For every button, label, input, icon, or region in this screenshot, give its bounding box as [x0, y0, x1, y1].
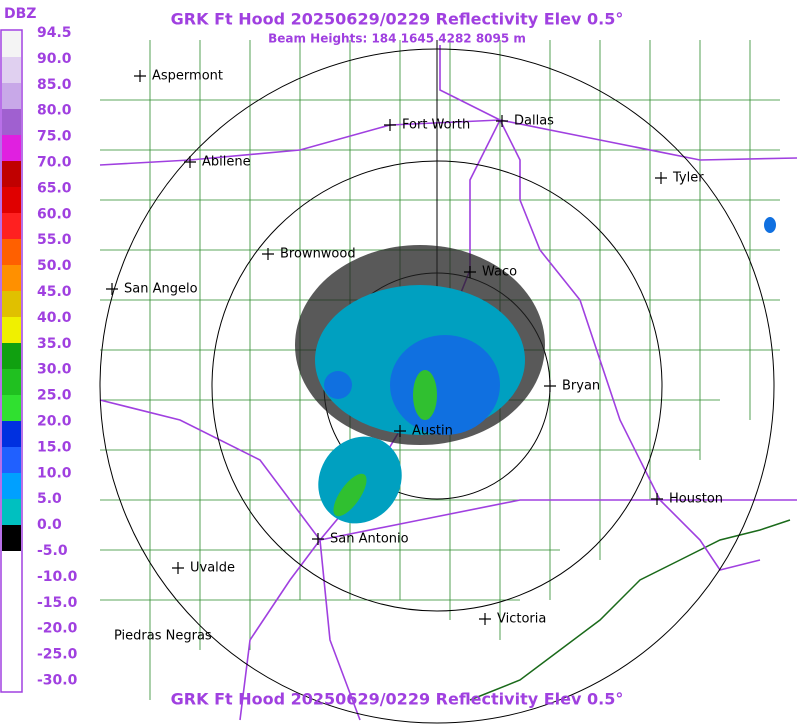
legend-label: -20.0: [37, 621, 78, 637]
legend-swatch: [2, 473, 21, 499]
legend-label: 80.0: [37, 103, 72, 119]
city-marker: [651, 493, 663, 505]
legend-swatch: [2, 239, 21, 265]
cities: Aspermont Fort Worth Dallas Abilene Tyler Bro…: [106, 69, 723, 644]
legend-swatch: [2, 31, 21, 57]
legend-swatch: [2, 109, 21, 135]
city-label: San Angelo: [124, 282, 198, 297]
legend-swatch: [2, 447, 21, 473]
city-marker: [172, 562, 184, 574]
city-marker: [134, 70, 146, 82]
legend-label: 25.0: [37, 388, 72, 404]
city-marker: [312, 533, 324, 545]
legend-label: 65.0: [37, 180, 72, 196]
legend-label: 35.0: [37, 336, 72, 352]
legend-swatch: [2, 317, 21, 343]
legend-label: 20.0: [37, 414, 72, 430]
legend-label: -5.0: [37, 543, 68, 559]
echoes: [295, 217, 776, 524]
city-label: Houston: [669, 492, 723, 507]
legend-swatch: [2, 395, 21, 421]
city-label: Austin: [412, 424, 453, 439]
city-label: San Antonio: [330, 532, 409, 547]
subtitle: Beam Heights: 184 1645 4282 8095 m: [268, 32, 526, 46]
legend-label: -10.0: [37, 569, 78, 585]
legend-swatch: [2, 57, 21, 83]
city-marker: [184, 156, 196, 168]
city-label: Aspermont: [152, 69, 223, 84]
legend-label: 0.0: [37, 517, 62, 533]
legend-label: 15.0: [37, 439, 72, 455]
city-label: Victoria: [497, 612, 546, 627]
legend-label: 70.0: [37, 155, 72, 171]
city-label: Bryan: [562, 379, 600, 394]
legend-label: 30.0: [37, 362, 72, 378]
legend-label: -15.0: [37, 595, 78, 611]
legend-label: 5.0: [37, 491, 62, 507]
legend-label: 45.0: [37, 284, 72, 300]
legend-swatch: [2, 135, 21, 161]
legend-swatch: [2, 343, 21, 369]
legend-label: 85.0: [37, 77, 72, 93]
city-marker: [394, 425, 406, 437]
legend-label: 10.0: [37, 465, 72, 481]
city-label: Fort Worth: [402, 118, 470, 133]
city-label: Waco: [482, 265, 517, 280]
legend-label: 60.0: [37, 206, 72, 222]
legend-label: -25.0: [37, 647, 78, 663]
legend-label: 75.0: [37, 129, 72, 145]
legend-unit: DBZ: [4, 6, 36, 22]
city-marker: [384, 119, 396, 131]
legend-swatch: [2, 83, 21, 109]
city-label: Piedras Negras: [114, 629, 212, 644]
city-label: Brownwood: [280, 247, 356, 262]
city-marker: [464, 266, 476, 278]
legend-swatch: [2, 291, 21, 317]
city-marker: [479, 613, 491, 625]
city-label: Abilene: [202, 155, 251, 170]
color-legend: 94.5 90.0 85.0 80.0 75.0 70.0 65.0 60.0 55.0 50.0…: [0, 25, 78, 693]
legend-swatch: [2, 499, 21, 525]
legend-label: -30.0: [37, 673, 78, 689]
city-marker: [106, 283, 118, 295]
legend-label: 90.0: [37, 51, 72, 67]
legend-label: 55.0: [37, 232, 72, 248]
city-marker: [496, 115, 508, 127]
city-marker: [544, 380, 556, 392]
legend-swatch: [2, 265, 21, 291]
footer-title: GRK Ft Hood 20250629/0229 Reflectivity E…: [171, 690, 624, 709]
legend-swatch: [2, 525, 21, 551]
legend-swatch: [2, 369, 21, 395]
city-label: Tyler: [672, 171, 704, 186]
city-label: Dallas: [514, 114, 554, 129]
legend-label: 94.5: [37, 25, 72, 41]
legend-swatch: [2, 161, 21, 187]
legend-swatch: [2, 421, 21, 447]
legend-swatch: [2, 187, 21, 213]
legend-label: 40.0: [37, 310, 72, 326]
legend-label: 50.0: [37, 258, 72, 274]
legend-swatch: [2, 213, 21, 239]
city-marker: [262, 248, 274, 260]
city-marker: [655, 172, 667, 184]
city-label: Uvalde: [190, 561, 235, 576]
title: GRK Ft Hood 20250629/0229 Reflectivity E…: [171, 10, 624, 29]
